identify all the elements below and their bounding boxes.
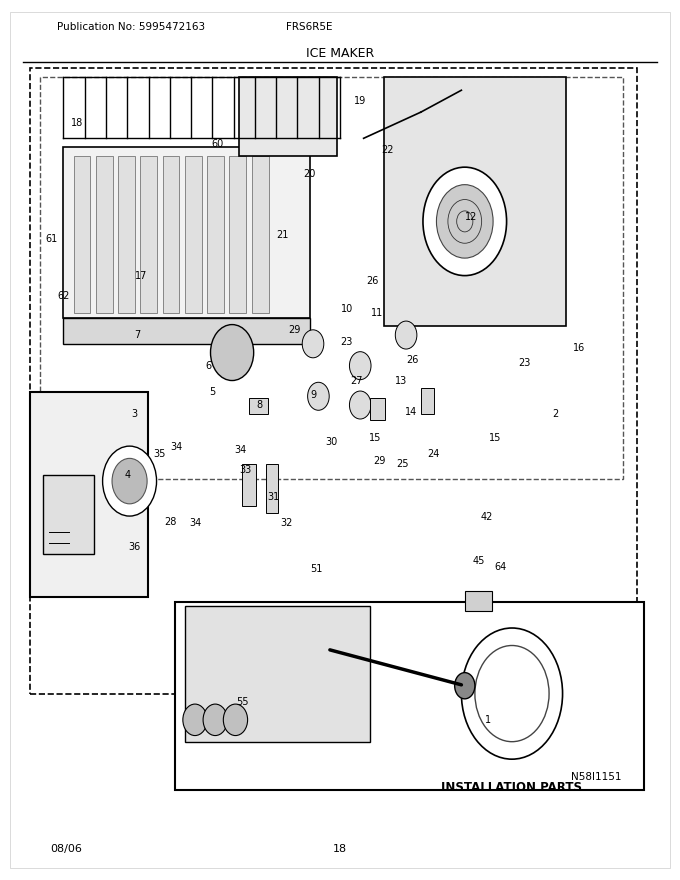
Bar <box>73 156 90 313</box>
Bar <box>30 69 636 693</box>
Bar <box>40 77 624 480</box>
Bar <box>63 147 309 318</box>
Text: 27: 27 <box>350 376 362 385</box>
Circle shape <box>103 446 156 516</box>
Text: 36: 36 <box>128 542 140 552</box>
Circle shape <box>437 185 493 258</box>
Bar <box>30 392 148 598</box>
Text: 60: 60 <box>211 139 223 150</box>
Circle shape <box>395 321 417 349</box>
Text: 8: 8 <box>256 400 262 410</box>
Circle shape <box>350 352 371 379</box>
Circle shape <box>455 672 475 699</box>
Bar <box>384 77 566 326</box>
Circle shape <box>203 704 227 736</box>
Text: ICE MAKER: ICE MAKER <box>306 47 374 60</box>
Bar <box>239 77 337 156</box>
Text: 32: 32 <box>280 518 292 528</box>
Circle shape <box>307 382 329 410</box>
Text: 33: 33 <box>239 465 252 474</box>
Text: 31: 31 <box>268 492 280 502</box>
Text: 10: 10 <box>341 304 353 314</box>
Text: 45: 45 <box>472 555 484 566</box>
Text: N58I1151: N58I1151 <box>571 772 622 781</box>
Text: FRS6R5E: FRS6R5E <box>286 22 333 33</box>
Bar <box>249 398 268 414</box>
Circle shape <box>423 167 507 275</box>
Bar <box>44 475 94 554</box>
Text: 6: 6 <box>205 361 211 370</box>
Bar <box>266 465 278 512</box>
Text: 17: 17 <box>135 271 148 281</box>
Bar <box>185 156 202 313</box>
Text: 15: 15 <box>489 433 501 444</box>
Text: 22: 22 <box>381 144 394 155</box>
Text: INSTALLATION PARTS: INSTALLATION PARTS <box>441 781 583 794</box>
Text: 4: 4 <box>124 470 131 480</box>
Text: 26: 26 <box>407 355 419 364</box>
Bar <box>163 156 180 313</box>
Text: 18: 18 <box>333 844 347 854</box>
Text: 62: 62 <box>57 290 69 301</box>
Bar <box>421 387 435 414</box>
Circle shape <box>350 391 371 419</box>
Text: 9: 9 <box>310 390 316 400</box>
Text: 1: 1 <box>486 715 492 725</box>
Bar <box>371 398 385 420</box>
Text: 11: 11 <box>371 308 384 319</box>
Text: 5: 5 <box>209 387 215 397</box>
Text: 26: 26 <box>367 275 379 286</box>
Bar <box>464 591 492 611</box>
Text: 29: 29 <box>373 456 386 466</box>
Text: 20: 20 <box>303 169 316 180</box>
Circle shape <box>211 325 254 380</box>
Circle shape <box>223 704 248 736</box>
Text: 34: 34 <box>234 445 246 456</box>
Text: 51: 51 <box>310 564 322 575</box>
Text: 42: 42 <box>481 512 493 522</box>
Text: 7: 7 <box>135 330 141 340</box>
Text: 12: 12 <box>465 212 478 222</box>
Text: 55: 55 <box>236 697 248 708</box>
Text: 34: 34 <box>189 518 201 528</box>
Text: 64: 64 <box>494 561 507 572</box>
Text: 29: 29 <box>288 325 301 334</box>
Circle shape <box>302 330 324 358</box>
Text: 14: 14 <box>405 407 417 417</box>
Bar <box>175 602 643 789</box>
Bar <box>242 465 256 507</box>
Text: 08/06: 08/06 <box>50 844 82 854</box>
Text: 3: 3 <box>131 409 137 419</box>
Bar <box>140 156 157 313</box>
Text: 2: 2 <box>553 409 559 419</box>
Bar <box>229 156 246 313</box>
Bar <box>96 156 113 313</box>
Text: 18: 18 <box>71 119 83 128</box>
Text: 30: 30 <box>326 436 338 447</box>
Text: 35: 35 <box>153 449 165 459</box>
Bar <box>118 156 135 313</box>
Bar <box>252 156 269 313</box>
Circle shape <box>183 704 207 736</box>
Text: 13: 13 <box>394 376 407 385</box>
Text: 15: 15 <box>369 433 381 444</box>
Text: 23: 23 <box>341 337 353 347</box>
Bar <box>185 606 371 742</box>
Circle shape <box>112 458 147 504</box>
Text: 24: 24 <box>427 449 439 459</box>
Text: 61: 61 <box>45 234 58 244</box>
Text: 28: 28 <box>164 517 176 527</box>
Text: 16: 16 <box>573 343 585 353</box>
Text: 23: 23 <box>518 358 530 368</box>
Text: 34: 34 <box>171 442 183 452</box>
Bar <box>207 156 224 313</box>
Bar <box>63 318 309 344</box>
Text: 19: 19 <box>354 96 367 106</box>
Text: 21: 21 <box>277 230 289 239</box>
Text: 25: 25 <box>396 459 408 470</box>
Text: Publication No: 5995472163: Publication No: 5995472163 <box>56 22 205 33</box>
